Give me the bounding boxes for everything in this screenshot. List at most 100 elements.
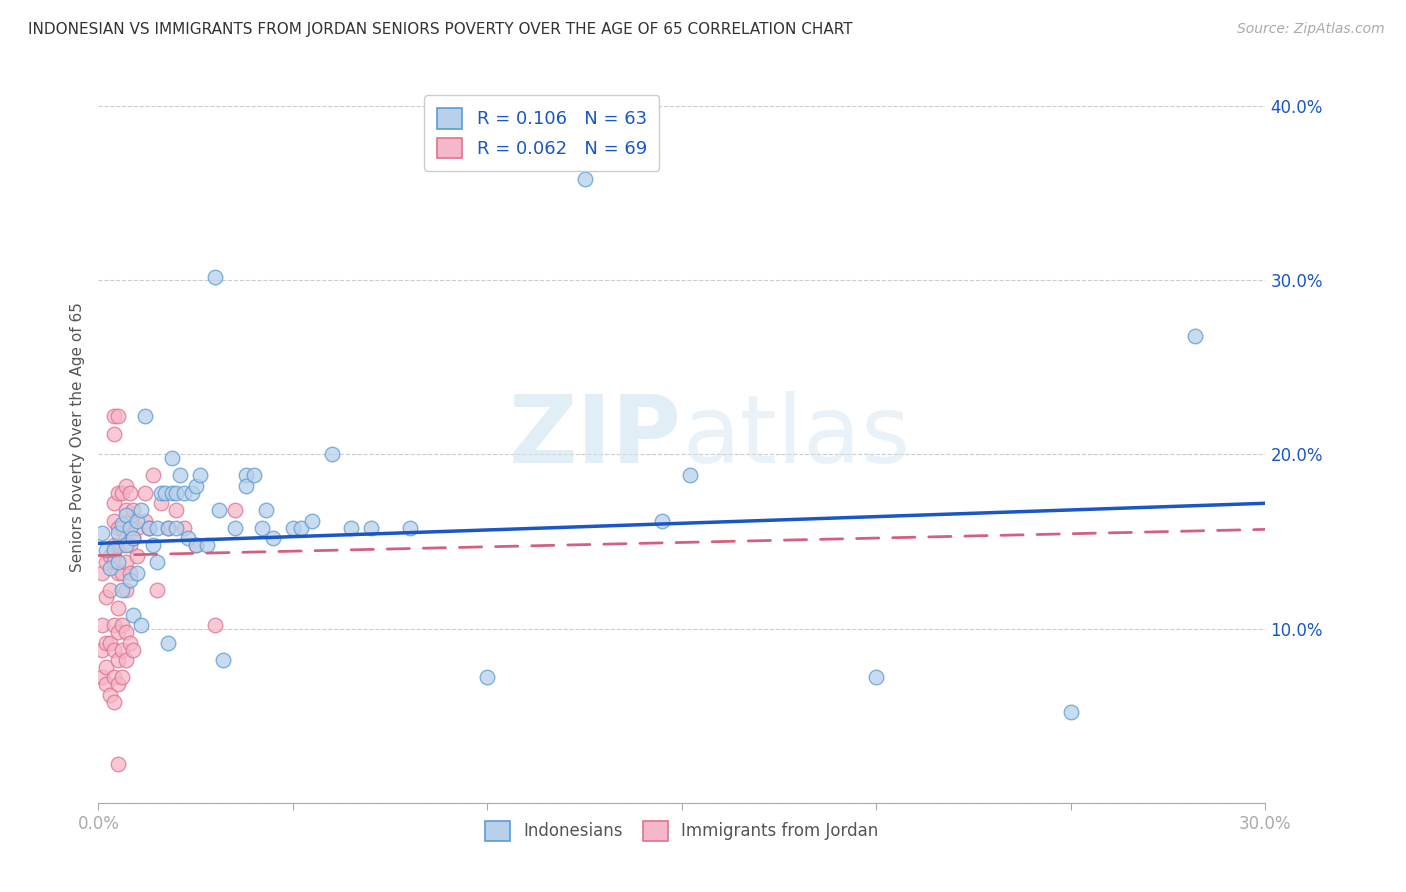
Point — [98, 635, 121, 649]
Point — [129, 503, 152, 517]
Text: atlas: atlas — [682, 391, 910, 483]
Point — [281, 521, 304, 535]
Text: ZIP: ZIP — [509, 391, 682, 483]
Point — [134, 514, 156, 528]
Point — [243, 468, 266, 483]
Point — [212, 653, 235, 667]
Point — [146, 583, 169, 598]
Point — [142, 468, 165, 483]
Point — [111, 566, 134, 580]
Point — [142, 538, 165, 552]
Point — [204, 618, 226, 632]
Point — [1184, 329, 1206, 343]
Point — [254, 503, 277, 517]
Point — [574, 172, 596, 186]
Point — [96, 635, 118, 649]
Point — [103, 556, 125, 570]
Point — [118, 573, 141, 587]
Point — [184, 479, 207, 493]
Point — [149, 485, 172, 500]
Point — [165, 521, 187, 535]
Point — [138, 521, 160, 535]
Point — [118, 514, 141, 528]
Point — [111, 521, 134, 535]
Point — [195, 538, 218, 552]
Point — [96, 591, 118, 605]
Point — [96, 677, 118, 691]
Point — [103, 670, 125, 684]
Point — [188, 468, 211, 483]
Point — [98, 688, 121, 702]
Point — [103, 538, 125, 552]
Point — [165, 485, 187, 500]
Point — [146, 521, 169, 535]
Point — [146, 556, 169, 570]
Point — [107, 653, 129, 667]
Point — [98, 583, 121, 598]
Point — [91, 670, 114, 684]
Point — [107, 485, 129, 500]
Point — [153, 485, 176, 500]
Point — [235, 479, 257, 493]
Point — [118, 485, 141, 500]
Point — [651, 514, 673, 528]
Point — [107, 677, 129, 691]
Point — [114, 508, 136, 523]
Point — [127, 521, 149, 535]
Point — [169, 468, 191, 483]
Point — [114, 625, 136, 640]
Point — [111, 670, 134, 684]
Point — [91, 642, 114, 657]
Point — [103, 543, 125, 558]
Point — [118, 521, 141, 535]
Point — [204, 269, 226, 284]
Point — [103, 409, 125, 424]
Point — [157, 521, 180, 535]
Point — [118, 635, 141, 649]
Point — [290, 521, 312, 535]
Point — [398, 521, 420, 535]
Point — [134, 409, 156, 424]
Point — [107, 409, 129, 424]
Point — [96, 660, 118, 674]
Point — [103, 695, 125, 709]
Point — [180, 485, 202, 500]
Point — [107, 521, 129, 535]
Point — [477, 670, 499, 684]
Point — [103, 514, 125, 528]
Point — [262, 531, 284, 545]
Point — [91, 566, 114, 580]
Point — [127, 514, 149, 528]
Point — [111, 583, 134, 598]
Point — [114, 479, 136, 493]
Point — [340, 521, 363, 535]
Point — [114, 583, 136, 598]
Point — [91, 618, 114, 632]
Point — [162, 485, 184, 500]
Point — [301, 514, 323, 528]
Point — [111, 517, 134, 532]
Point — [114, 531, 136, 545]
Point — [138, 521, 160, 535]
Point — [165, 503, 187, 517]
Point — [127, 566, 149, 580]
Point — [111, 485, 134, 500]
Point — [114, 503, 136, 517]
Point — [157, 521, 180, 535]
Point — [177, 531, 200, 545]
Point — [98, 560, 121, 574]
Point — [96, 543, 118, 558]
Point — [134, 485, 156, 500]
Point — [114, 556, 136, 570]
Point — [107, 525, 129, 540]
Text: Source: ZipAtlas.com: Source: ZipAtlas.com — [1237, 22, 1385, 37]
Point — [129, 618, 152, 632]
Point — [173, 521, 195, 535]
Point — [107, 538, 129, 552]
Point — [107, 757, 129, 772]
Point — [184, 538, 207, 552]
Point — [107, 566, 129, 580]
Point — [103, 496, 125, 510]
Point — [208, 503, 231, 517]
Point — [91, 525, 114, 540]
